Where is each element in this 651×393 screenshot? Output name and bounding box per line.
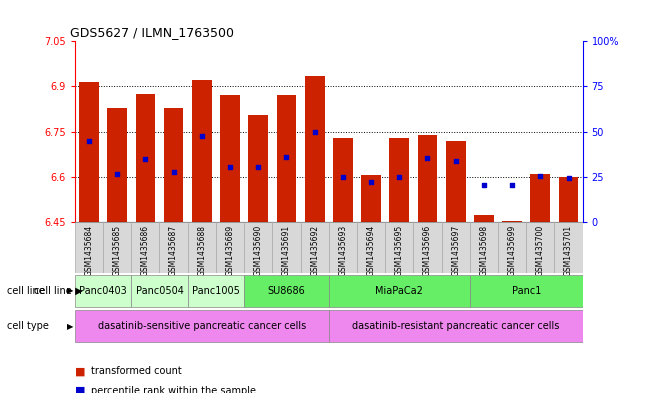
Bar: [192, 81, 212, 222]
Text: Panc1005: Panc1005: [192, 286, 240, 296]
Bar: [385, 222, 413, 273]
Bar: [329, 222, 357, 273]
Text: dasatinib-sensitive pancreatic cancer cells: dasatinib-sensitive pancreatic cancer ce…: [98, 321, 306, 331]
Point: [394, 174, 404, 180]
Point: [140, 156, 150, 162]
Point: [84, 138, 94, 144]
Bar: [107, 108, 127, 222]
Point: [450, 158, 461, 164]
Point: [338, 174, 348, 180]
Bar: [216, 222, 244, 273]
Text: GSM1435689: GSM1435689: [225, 224, 234, 276]
Text: dasatinib-resistant pancreatic cancer cells: dasatinib-resistant pancreatic cancer ce…: [352, 321, 559, 331]
Text: GSM1435685: GSM1435685: [113, 224, 122, 276]
Bar: [135, 94, 155, 222]
Text: GSM1435693: GSM1435693: [339, 224, 348, 276]
Bar: [244, 222, 272, 273]
Bar: [187, 275, 244, 307]
Bar: [361, 175, 381, 222]
Bar: [187, 222, 216, 273]
Text: GSM1435691: GSM1435691: [282, 224, 291, 276]
Bar: [164, 108, 184, 222]
Point: [281, 154, 292, 160]
Text: percentile rank within the sample: percentile rank within the sample: [91, 386, 256, 393]
Bar: [470, 222, 498, 273]
Text: ▶: ▶: [67, 286, 74, 295]
Bar: [413, 222, 441, 273]
Bar: [79, 82, 99, 222]
Text: cell type: cell type: [7, 321, 48, 331]
Bar: [248, 115, 268, 222]
Text: GSM1435692: GSM1435692: [310, 224, 319, 276]
Bar: [559, 177, 578, 222]
Bar: [220, 95, 240, 222]
Bar: [244, 275, 329, 307]
Bar: [75, 310, 329, 342]
Bar: [329, 310, 583, 342]
Bar: [418, 135, 437, 222]
Bar: [470, 275, 583, 307]
Bar: [159, 222, 187, 273]
Bar: [441, 222, 470, 273]
Bar: [555, 222, 583, 273]
Point: [112, 171, 122, 177]
Bar: [503, 220, 522, 222]
Point: [253, 164, 264, 170]
Point: [478, 182, 489, 188]
Text: ■: ■: [75, 386, 85, 393]
Bar: [329, 275, 470, 307]
Text: cell line: cell line: [34, 286, 72, 296]
Text: ■: ■: [75, 366, 85, 376]
Text: GSM1435696: GSM1435696: [423, 224, 432, 276]
Text: GSM1435686: GSM1435686: [141, 224, 150, 276]
Bar: [301, 222, 329, 273]
Text: GSM1435688: GSM1435688: [197, 224, 206, 275]
Text: ▶: ▶: [67, 322, 74, 331]
Point: [225, 164, 235, 170]
Bar: [103, 222, 132, 273]
Text: GSM1435695: GSM1435695: [395, 224, 404, 276]
Text: ▶: ▶: [72, 286, 82, 296]
Point: [197, 133, 207, 140]
Bar: [357, 222, 385, 273]
Point: [309, 129, 320, 135]
Text: GSM1435684: GSM1435684: [85, 224, 94, 276]
Bar: [272, 222, 301, 273]
Text: Panc0403: Panc0403: [79, 286, 127, 296]
Point: [563, 175, 574, 182]
Text: GSM1435690: GSM1435690: [254, 224, 263, 276]
Text: GSM1435694: GSM1435694: [367, 224, 376, 276]
Bar: [498, 222, 526, 273]
Point: [535, 173, 546, 179]
Text: transformed count: transformed count: [91, 366, 182, 376]
Text: Panc0504: Panc0504: [135, 286, 184, 296]
Text: SU8686: SU8686: [268, 286, 305, 296]
Text: GDS5627 / ILMN_1763500: GDS5627 / ILMN_1763500: [70, 26, 234, 39]
Bar: [526, 222, 555, 273]
Text: MiaPaCa2: MiaPaCa2: [376, 286, 423, 296]
Text: Panc1: Panc1: [512, 286, 541, 296]
Text: GSM1435699: GSM1435699: [508, 224, 517, 276]
Point: [507, 182, 518, 188]
Text: GSM1435701: GSM1435701: [564, 224, 573, 276]
Text: GSM1435687: GSM1435687: [169, 224, 178, 276]
Text: GSM1435700: GSM1435700: [536, 224, 545, 276]
Bar: [333, 138, 353, 222]
Bar: [277, 95, 296, 222]
Text: cell line: cell line: [7, 286, 44, 296]
Text: GSM1435697: GSM1435697: [451, 224, 460, 276]
Bar: [305, 76, 324, 222]
Bar: [474, 215, 493, 222]
Bar: [531, 174, 550, 222]
Point: [366, 179, 376, 185]
Bar: [132, 275, 187, 307]
Bar: [75, 275, 132, 307]
Bar: [446, 141, 465, 222]
Point: [169, 169, 179, 176]
Bar: [132, 222, 159, 273]
Bar: [389, 138, 409, 222]
Bar: [75, 222, 103, 273]
Text: GSM1435698: GSM1435698: [479, 224, 488, 276]
Point: [422, 155, 433, 161]
